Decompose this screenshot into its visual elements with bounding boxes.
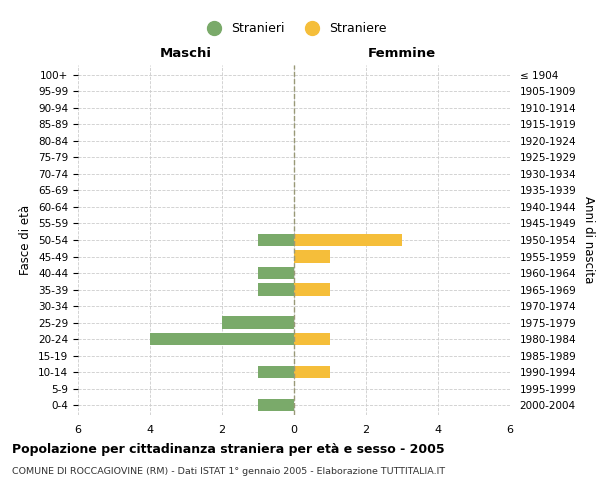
Bar	[258, 366, 294, 378]
Bar	[222, 316, 294, 328]
Bar	[294, 250, 330, 262]
Bar	[294, 366, 330, 378]
Bar	[258, 234, 294, 246]
Bar	[258, 267, 294, 279]
Bar	[258, 284, 294, 296]
Bar	[258, 399, 294, 411]
Bar	[294, 284, 330, 296]
Bar	[150, 333, 294, 345]
Y-axis label: Anni di nascita: Anni di nascita	[582, 196, 595, 284]
Bar	[294, 234, 402, 246]
Text: Maschi: Maschi	[160, 47, 212, 60]
Text: Femmine: Femmine	[368, 47, 436, 60]
Text: Popolazione per cittadinanza straniera per età e sesso - 2005: Popolazione per cittadinanza straniera p…	[12, 442, 445, 456]
Bar	[294, 333, 330, 345]
Y-axis label: Fasce di età: Fasce di età	[19, 205, 32, 275]
Legend: Stranieri, Straniere: Stranieri, Straniere	[196, 17, 392, 40]
Text: COMUNE DI ROCCAGIOVINE (RM) - Dati ISTAT 1° gennaio 2005 - Elaborazione TUTTITAL: COMUNE DI ROCCAGIOVINE (RM) - Dati ISTAT…	[12, 468, 445, 476]
